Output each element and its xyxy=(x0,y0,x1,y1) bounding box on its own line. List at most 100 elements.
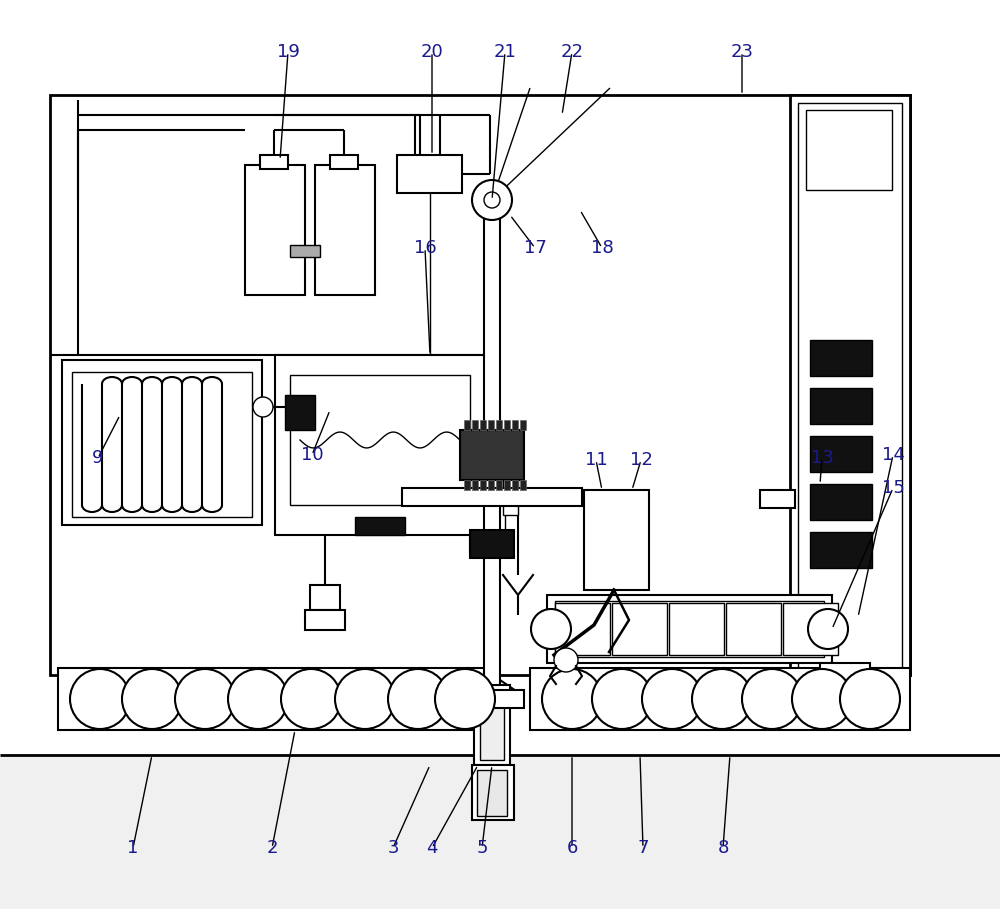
Bar xyxy=(355,517,405,535)
Bar xyxy=(290,375,470,505)
Bar xyxy=(50,95,910,675)
Bar xyxy=(472,480,478,490)
Bar xyxy=(520,480,526,490)
Text: 8: 8 xyxy=(717,839,729,857)
Bar xyxy=(474,685,510,765)
Bar xyxy=(790,95,910,675)
Bar xyxy=(810,532,872,568)
Circle shape xyxy=(281,669,341,729)
Bar xyxy=(669,603,724,655)
Bar xyxy=(806,110,892,190)
Bar xyxy=(460,430,524,480)
Bar xyxy=(810,340,872,376)
Bar xyxy=(290,245,320,257)
Bar xyxy=(472,420,478,430)
Circle shape xyxy=(840,669,900,729)
Text: 3: 3 xyxy=(387,839,399,857)
Bar xyxy=(810,436,872,472)
Bar xyxy=(477,770,507,816)
Text: 14: 14 xyxy=(882,446,904,464)
Text: 20: 20 xyxy=(421,43,443,61)
Circle shape xyxy=(542,669,602,729)
Bar xyxy=(760,490,795,508)
Bar xyxy=(810,484,872,520)
Text: 17: 17 xyxy=(524,239,546,257)
Bar xyxy=(547,595,832,663)
Bar xyxy=(480,420,486,430)
Bar xyxy=(72,372,252,517)
Bar xyxy=(460,690,524,708)
Bar xyxy=(612,603,667,655)
Bar xyxy=(285,395,315,430)
Circle shape xyxy=(484,192,500,208)
Text: 9: 9 xyxy=(92,449,104,467)
Bar xyxy=(496,480,502,490)
Bar xyxy=(315,165,375,295)
Circle shape xyxy=(742,669,802,729)
Text: 1: 1 xyxy=(127,839,139,857)
Bar xyxy=(480,480,486,490)
Bar xyxy=(480,690,504,760)
Circle shape xyxy=(253,397,273,417)
Bar xyxy=(488,420,494,430)
Text: 2: 2 xyxy=(266,839,278,857)
Bar xyxy=(485,435,505,535)
Circle shape xyxy=(335,669,395,729)
Circle shape xyxy=(692,669,752,729)
Bar xyxy=(397,155,462,193)
Circle shape xyxy=(592,669,652,729)
Bar xyxy=(472,765,514,820)
Bar xyxy=(0,755,1000,909)
Bar xyxy=(555,603,610,655)
Bar xyxy=(496,420,502,430)
Bar xyxy=(810,388,872,424)
Bar xyxy=(530,668,910,730)
Circle shape xyxy=(228,669,288,729)
Text: 12: 12 xyxy=(630,451,652,469)
Circle shape xyxy=(435,669,495,729)
Bar xyxy=(504,480,510,490)
Bar xyxy=(783,603,838,655)
Bar xyxy=(520,420,526,430)
Bar xyxy=(584,490,649,590)
Text: 19: 19 xyxy=(277,43,299,61)
Bar xyxy=(503,455,518,515)
Bar xyxy=(504,420,510,430)
Text: 11: 11 xyxy=(585,451,607,469)
Bar xyxy=(726,603,781,655)
Circle shape xyxy=(70,669,130,729)
Bar xyxy=(820,663,870,685)
Circle shape xyxy=(554,648,578,672)
Bar xyxy=(275,355,485,535)
Bar xyxy=(470,530,514,558)
Circle shape xyxy=(792,669,852,729)
Text: 23: 23 xyxy=(730,43,754,61)
Bar xyxy=(464,420,470,430)
Text: 18: 18 xyxy=(591,239,613,257)
Text: 21: 21 xyxy=(494,43,516,61)
Text: 15: 15 xyxy=(882,479,904,497)
Bar xyxy=(402,488,582,506)
Circle shape xyxy=(531,609,571,649)
Bar xyxy=(798,103,902,668)
Circle shape xyxy=(642,669,702,729)
Text: 6: 6 xyxy=(566,839,578,857)
Bar xyxy=(260,155,288,169)
Bar xyxy=(555,601,824,657)
Bar xyxy=(512,480,518,490)
Circle shape xyxy=(175,669,235,729)
Text: 13: 13 xyxy=(811,449,833,467)
Bar xyxy=(305,610,345,630)
Bar xyxy=(484,200,500,690)
Circle shape xyxy=(808,609,848,649)
Bar xyxy=(62,360,262,525)
Bar xyxy=(464,480,470,490)
Text: 4: 4 xyxy=(426,839,438,857)
Text: 22: 22 xyxy=(560,43,584,61)
Circle shape xyxy=(122,669,182,729)
Text: 5: 5 xyxy=(476,839,488,857)
Circle shape xyxy=(388,669,448,729)
Bar xyxy=(488,480,494,490)
Bar xyxy=(512,420,518,430)
Text: 10: 10 xyxy=(301,446,323,464)
